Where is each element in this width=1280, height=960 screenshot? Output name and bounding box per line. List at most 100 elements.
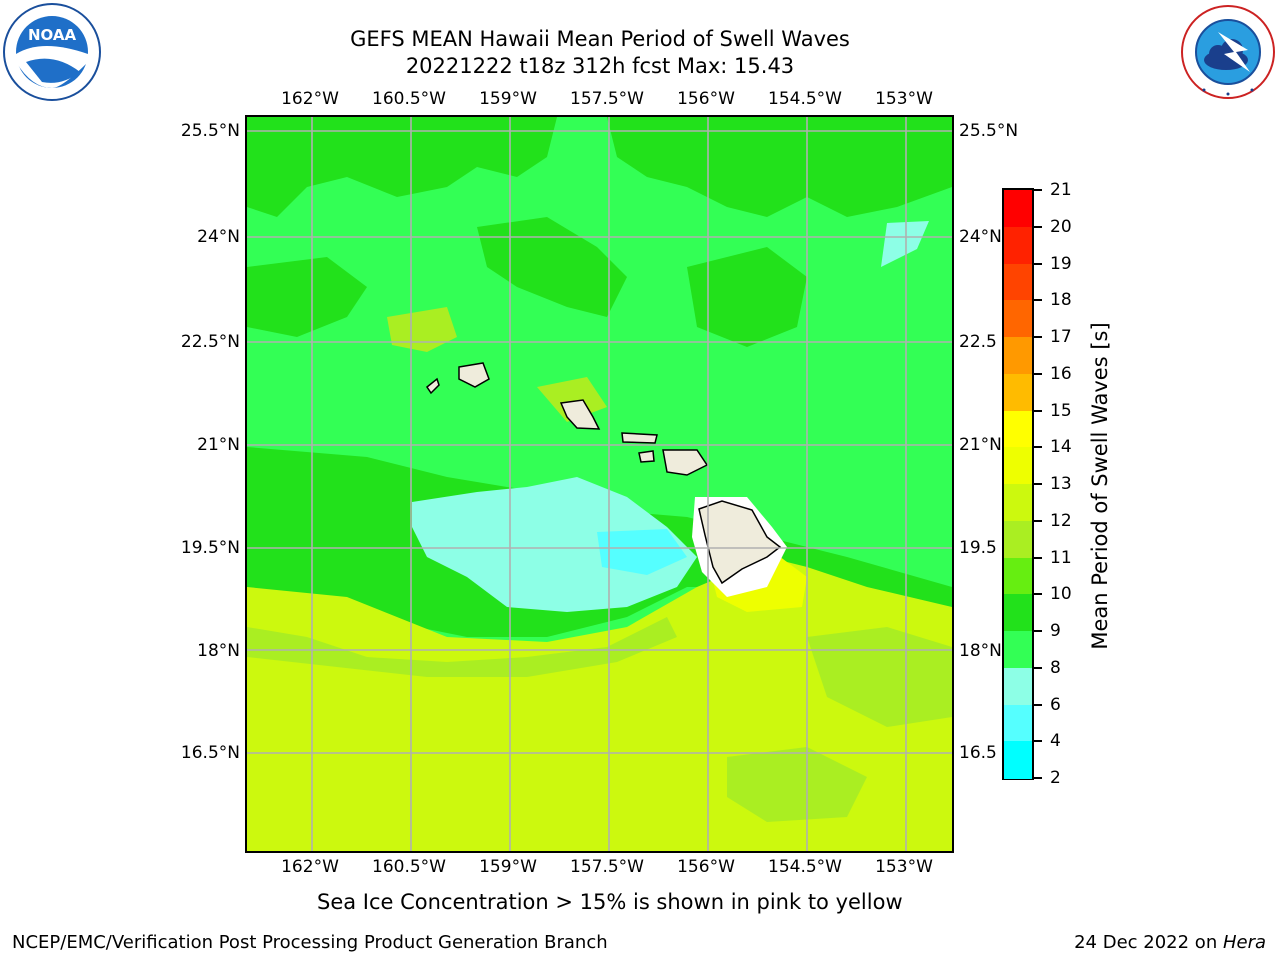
lat-tick-right: 19.5 [959, 538, 997, 558]
lanai-island [638, 450, 655, 463]
colorbar-tick-label: 13 [1050, 474, 1072, 494]
lat-tick-left: 21°N [197, 435, 240, 455]
colorbar-tick-label: 11 [1050, 547, 1072, 568]
colorbar-tick-label: 6 [1050, 694, 1061, 715]
nws-logo [1178, 2, 1278, 102]
colorbar-tick-mark [1034, 703, 1042, 706]
colorbar-tick-mark [1034, 556, 1042, 559]
colorbar-tick-mark [1034, 372, 1042, 375]
colorbar-tick-label: 18 [1050, 290, 1072, 311]
field-green-dark-ne [607, 117, 952, 217]
lon-tick-bottom: 157.5°W [570, 857, 644, 877]
lon-tick-bottom: 153°W [875, 857, 933, 877]
footer-date: 24 Dec 2022 on [1074, 932, 1223, 953]
colorbar-tick-label: 16 [1050, 363, 1072, 384]
colorbar-tick-label: 14 [1050, 437, 1072, 458]
field-lime-south [247, 617, 677, 677]
colorbar-tick-label: 21 [1050, 180, 1072, 200]
colorbar-tick-mark [1034, 262, 1042, 265]
lon-tick-bottom: 159°W [479, 857, 537, 877]
lat-tick-left: 18°N [197, 641, 240, 661]
lon-tick-bottom: 154.5°W [768, 857, 842, 877]
field-green-dark-nw [247, 117, 557, 217]
colorbar-tick-label: 17 [1050, 327, 1072, 347]
footer-credit: NCEP/EMC/Verification Post Processing Pr… [12, 932, 608, 953]
field-aqua [412, 477, 697, 612]
field-lime-se [807, 627, 952, 727]
colorbar-band [1004, 594, 1032, 632]
colorbar-tick-mark [1034, 740, 1042, 743]
colorbar-tick-mark [1034, 225, 1042, 228]
lon-tick-top: 157.5°W [570, 89, 644, 109]
footer-date-host: 24 Dec 2022 on Hera [1074, 932, 1266, 953]
lat-tick-right: 25.5°N [959, 121, 1019, 141]
colorbar-tick-mark [1034, 519, 1042, 522]
lon-tick-bottom: 160.5°W [372, 857, 446, 877]
colorbar-band [1004, 300, 1032, 338]
colorbar-tick-label: 2 [1050, 768, 1061, 788]
swell-period-map [247, 117, 952, 851]
kauai-island [458, 362, 490, 388]
colorbar [1002, 188, 1034, 780]
colorbar-band [1004, 667, 1032, 705]
oahu-island [559, 399, 601, 430]
colorbar-tick-mark [1034, 189, 1042, 191]
colorbar-tick-mark [1034, 299, 1042, 302]
field-cyan [597, 529, 687, 575]
lon-tick-top: 154.5°W [768, 89, 842, 109]
colorbar-band [1004, 741, 1032, 779]
lon-tick-top: 162°W [281, 89, 339, 109]
colorbar-band [1004, 410, 1032, 448]
colorbar-tick-mark [1034, 666, 1042, 669]
colorbar-tick-mark [1034, 446, 1042, 449]
lon-tick-top: 160.5°W [372, 89, 446, 109]
colorbar-label: Mean Period of Swell Waves [s] [1088, 322, 1112, 650]
lat-tick-right: 22.5 [959, 332, 997, 352]
colorbar-tick-label: 9 [1050, 621, 1061, 641]
lat-tick-right: 18°N [959, 641, 1002, 661]
chart-subtitle: 20221222 t18z 312h fcst Max: 15.43 [405, 54, 795, 78]
colorbar-tick-label: 8 [1050, 657, 1061, 678]
colorbar-tick-mark [1034, 593, 1042, 596]
field-aqua-ne [881, 221, 929, 267]
sea-ice-note: Sea Ice Concentration > 15% is shown in … [317, 890, 903, 914]
colorbar-tick-label: 4 [1050, 731, 1061, 752]
field-green-dark-w [247, 257, 367, 337]
colorbar-band [1004, 373, 1032, 411]
lon-tick-top: 153°W [875, 89, 933, 109]
colorbar-band [1004, 631, 1032, 669]
lat-tick-left: 19.5°N [180, 538, 240, 558]
colorbar-band [1004, 484, 1032, 522]
lat-tick-right: 16.5 [959, 743, 997, 763]
field-green-dark-c [477, 217, 627, 317]
lon-tick-top: 159°W [479, 89, 537, 109]
graticule [247, 117, 952, 851]
lon-tick-bottom: 162°W [281, 857, 339, 877]
colorbar-tick-mark [1034, 777, 1042, 779]
field-lime-s2 [727, 747, 867, 822]
field-green-dark-e [687, 247, 807, 347]
colorbar-band [1004, 447, 1032, 485]
colorbar-tick-label: 12 [1050, 510, 1072, 531]
colorbar-band [1004, 520, 1032, 558]
maui-island [662, 449, 709, 476]
chart-title: GEFS MEAN Hawaii Mean Period of Swell Wa… [350, 27, 850, 51]
lat-tick-left: 16.5°N [180, 743, 240, 763]
lon-tick-top: 156°W [677, 89, 735, 109]
noaa-logo: NOAA [2, 2, 102, 102]
colorbar-band [1004, 557, 1032, 595]
lon-tick-bottom: 156°W [677, 857, 735, 877]
niihau-island [425, 377, 440, 395]
lat-tick-left: 22.5°N [180, 332, 240, 352]
footer-host: Hera [1222, 932, 1266, 953]
noaa-logo-text: NOAA [28, 26, 77, 44]
colorbar-band [1004, 337, 1032, 375]
colorbar-tick-label: 20 [1050, 216, 1072, 237]
lat-tick-right: 21°N [959, 435, 1002, 455]
colorbar-tick-label: 15 [1050, 400, 1072, 421]
colorbar-band [1004, 226, 1032, 264]
big-island [698, 500, 782, 585]
colorbar-tick-mark [1034, 409, 1042, 412]
field-lime-kauai [387, 307, 457, 352]
colorbar-band [1004, 263, 1032, 301]
